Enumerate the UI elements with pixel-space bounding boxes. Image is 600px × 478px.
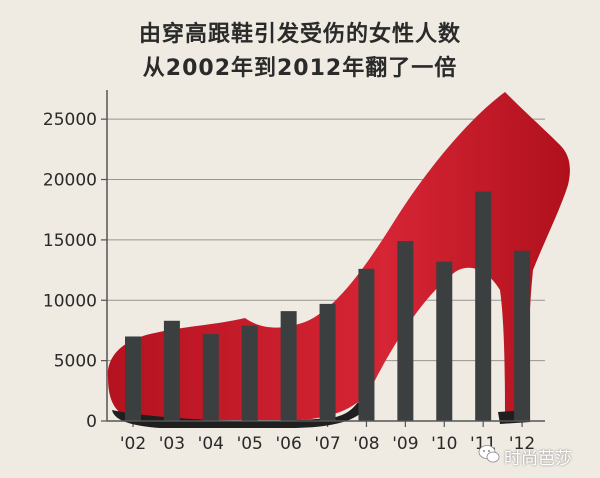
x-tick-label: '04	[198, 434, 224, 454]
chart-title-line-1: 由穿高跟鞋引发受伤的女性人数	[138, 22, 461, 47]
x-tick-label: '02	[120, 434, 146, 454]
y-tick-labels: 0 5000 10000 15000 20000 25000	[43, 110, 97, 432]
y-tick-label: 20000	[43, 171, 97, 191]
bar	[202, 334, 219, 421]
y-tick-label: 25000	[43, 110, 97, 130]
bar	[241, 325, 258, 421]
y-tick-label: 15000	[43, 231, 97, 251]
bar	[125, 336, 141, 421]
x-tick-label: '07	[314, 434, 340, 454]
x-tick-label: '08	[353, 434, 379, 454]
bar	[475, 191, 492, 421]
bars	[125, 191, 531, 421]
bar	[358, 268, 375, 421]
x-tick-label: '12	[509, 434, 535, 454]
watermark: 时尚芭莎	[478, 440, 598, 470]
x-tick-label: '03	[159, 434, 185, 454]
shoe-body	[107, 92, 570, 420]
axes	[106, 90, 545, 422]
bar	[397, 241, 414, 421]
bar	[319, 303, 336, 421]
bar	[163, 320, 180, 421]
bar	[436, 261, 453, 421]
x-tick-label: '06	[275, 434, 301, 454]
y-tick-label: 0	[86, 412, 97, 432]
bar	[514, 250, 531, 421]
x-tick-label: '10	[431, 434, 457, 454]
bar	[280, 311, 297, 421]
wechat-icon	[478, 445, 500, 463]
y-tick-label: 10000	[43, 291, 97, 311]
x-tick-label: '05	[237, 434, 263, 454]
watermark-text: 时尚芭莎	[504, 449, 572, 469]
chart-title-line-2: 从2002年到2012年翻了一倍	[142, 56, 458, 81]
y-tick-label: 5000	[54, 352, 97, 372]
x-tick-label: '09	[392, 434, 418, 454]
x-tick-labels: '02'03'04'05'06'07'08'09'10'11'12	[120, 434, 535, 454]
